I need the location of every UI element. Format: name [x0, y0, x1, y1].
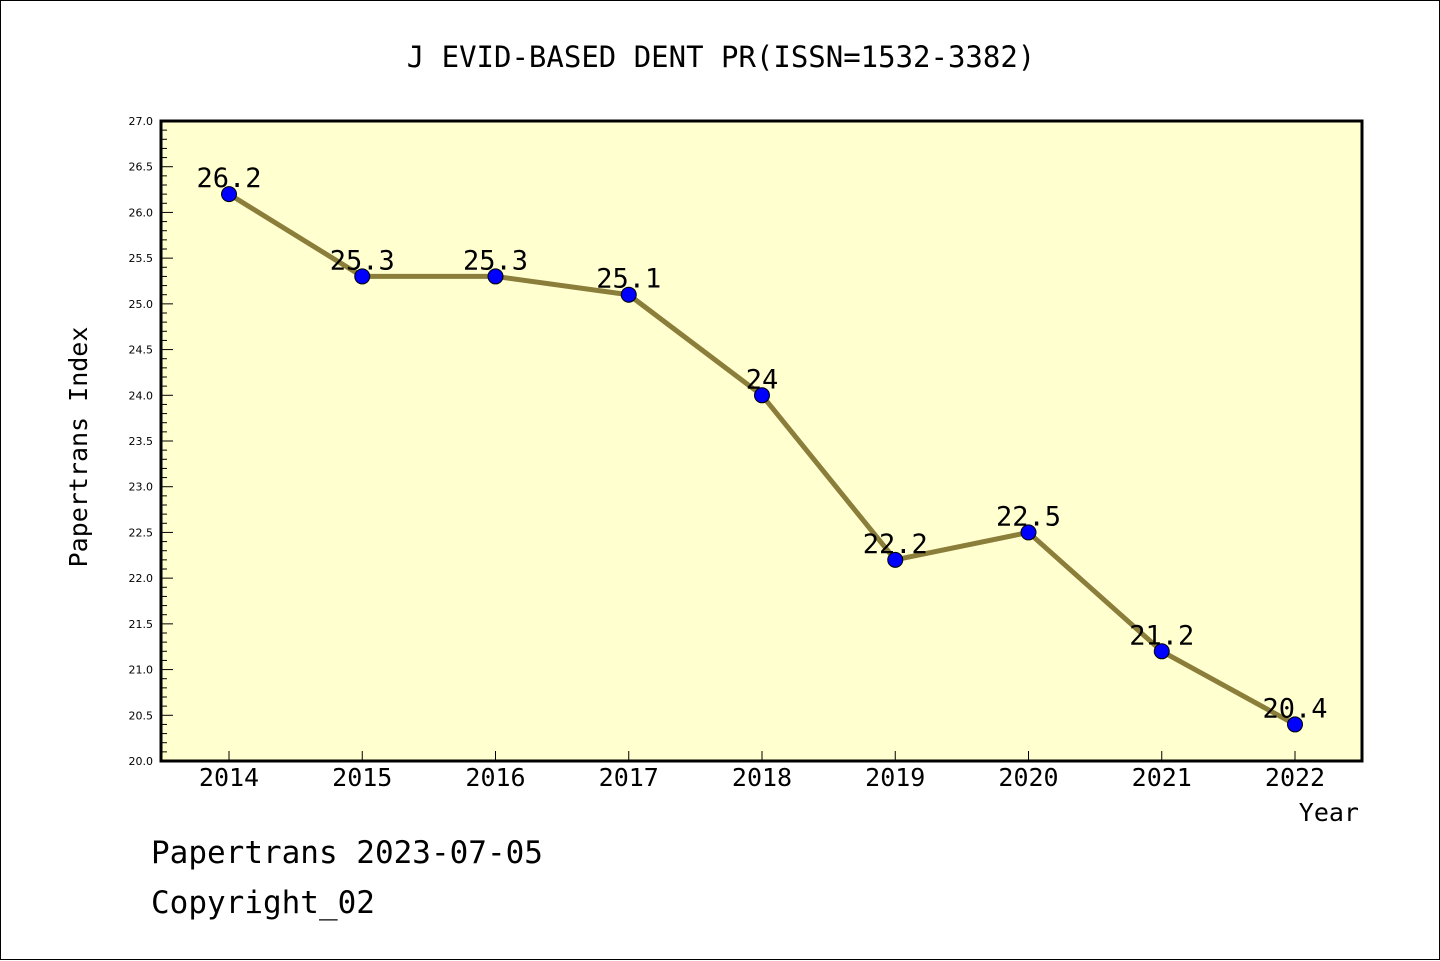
y-tick-label: 21.5 — [129, 618, 154, 631]
footer-copyright: Copyright_02 — [151, 885, 375, 921]
y-tick-label: 20.0 — [129, 755, 154, 768]
x-tick-label: 2015 — [332, 763, 392, 792]
x-tick-label: 2016 — [465, 763, 525, 792]
data-label: 24 — [746, 364, 779, 395]
y-tick-label: 21.0 — [129, 664, 154, 677]
x-tick-label: 2018 — [732, 763, 792, 792]
y-tick-label: 25.0 — [129, 298, 154, 311]
y-tick-label: 25.5 — [129, 252, 154, 265]
chart-title: J EVID-BASED DENT PR(ISSN=1532-3382) — [407, 40, 1036, 74]
data-point — [354, 268, 371, 285]
x-tick-label: 2020 — [998, 763, 1058, 792]
data-point — [620, 286, 637, 303]
data-point — [887, 551, 904, 568]
data-label: 25.1 — [596, 264, 661, 295]
data-point — [1153, 643, 1170, 660]
x-tick-label: 2022 — [1265, 763, 1325, 792]
data-label: 26.2 — [196, 163, 261, 194]
data-label: 20.4 — [1262, 693, 1327, 724]
y-axis: 20.0 20.5 21.0 21.5 22.0 22.5 23.0 23.5 24.0 24.5… — [129, 115, 173, 768]
x-tick-label: 2021 — [1132, 763, 1192, 792]
data-point — [487, 268, 504, 285]
y-tick-label: 22.0 — [129, 572, 154, 585]
y-tick-label: 23.0 — [129, 481, 154, 494]
x-tick-label: 2017 — [599, 763, 659, 792]
data-point — [221, 186, 237, 203]
x-axis-label: Year — [1299, 798, 1359, 827]
y-tick-label: 26.0 — [129, 206, 154, 219]
y-tick-label: 27.0 — [129, 115, 154, 128]
data-point — [1020, 524, 1037, 541]
footer-date-line: Papertrans 2023-07-05 — [151, 835, 543, 871]
y-tick-label: 23.5 — [129, 435, 154, 448]
y-tick-label: 22.5 — [129, 526, 154, 539]
x-tick-label: 2014 — [199, 763, 259, 792]
data-label: 22.2 — [863, 529, 928, 560]
x-tick-label: 2019 — [865, 763, 925, 792]
series-layer: 26.2 25.3 25.3 25.1 24 22.2 22.5 21.2 20.4 — [196, 163, 1328, 733]
data-label: 21.2 — [1129, 620, 1194, 651]
data-point — [1287, 716, 1303, 733]
y-tick-label: 24.0 — [129, 389, 154, 402]
y-tick-label: 24.5 — [129, 344, 154, 357]
data-label: 25.3 — [330, 245, 395, 276]
data-point — [754, 387, 770, 404]
x-axis: 2014 2015 2016 2017 2018 2019 2020 2021 2022 — [199, 751, 1325, 792]
y-tick-label: 20.5 — [129, 709, 154, 722]
data-label: 25.3 — [463, 245, 528, 276]
y-tick-label: 26.5 — [129, 161, 154, 174]
data-label: 22.5 — [996, 501, 1061, 532]
y-axis-label: Papertrans Index — [64, 327, 93, 568]
